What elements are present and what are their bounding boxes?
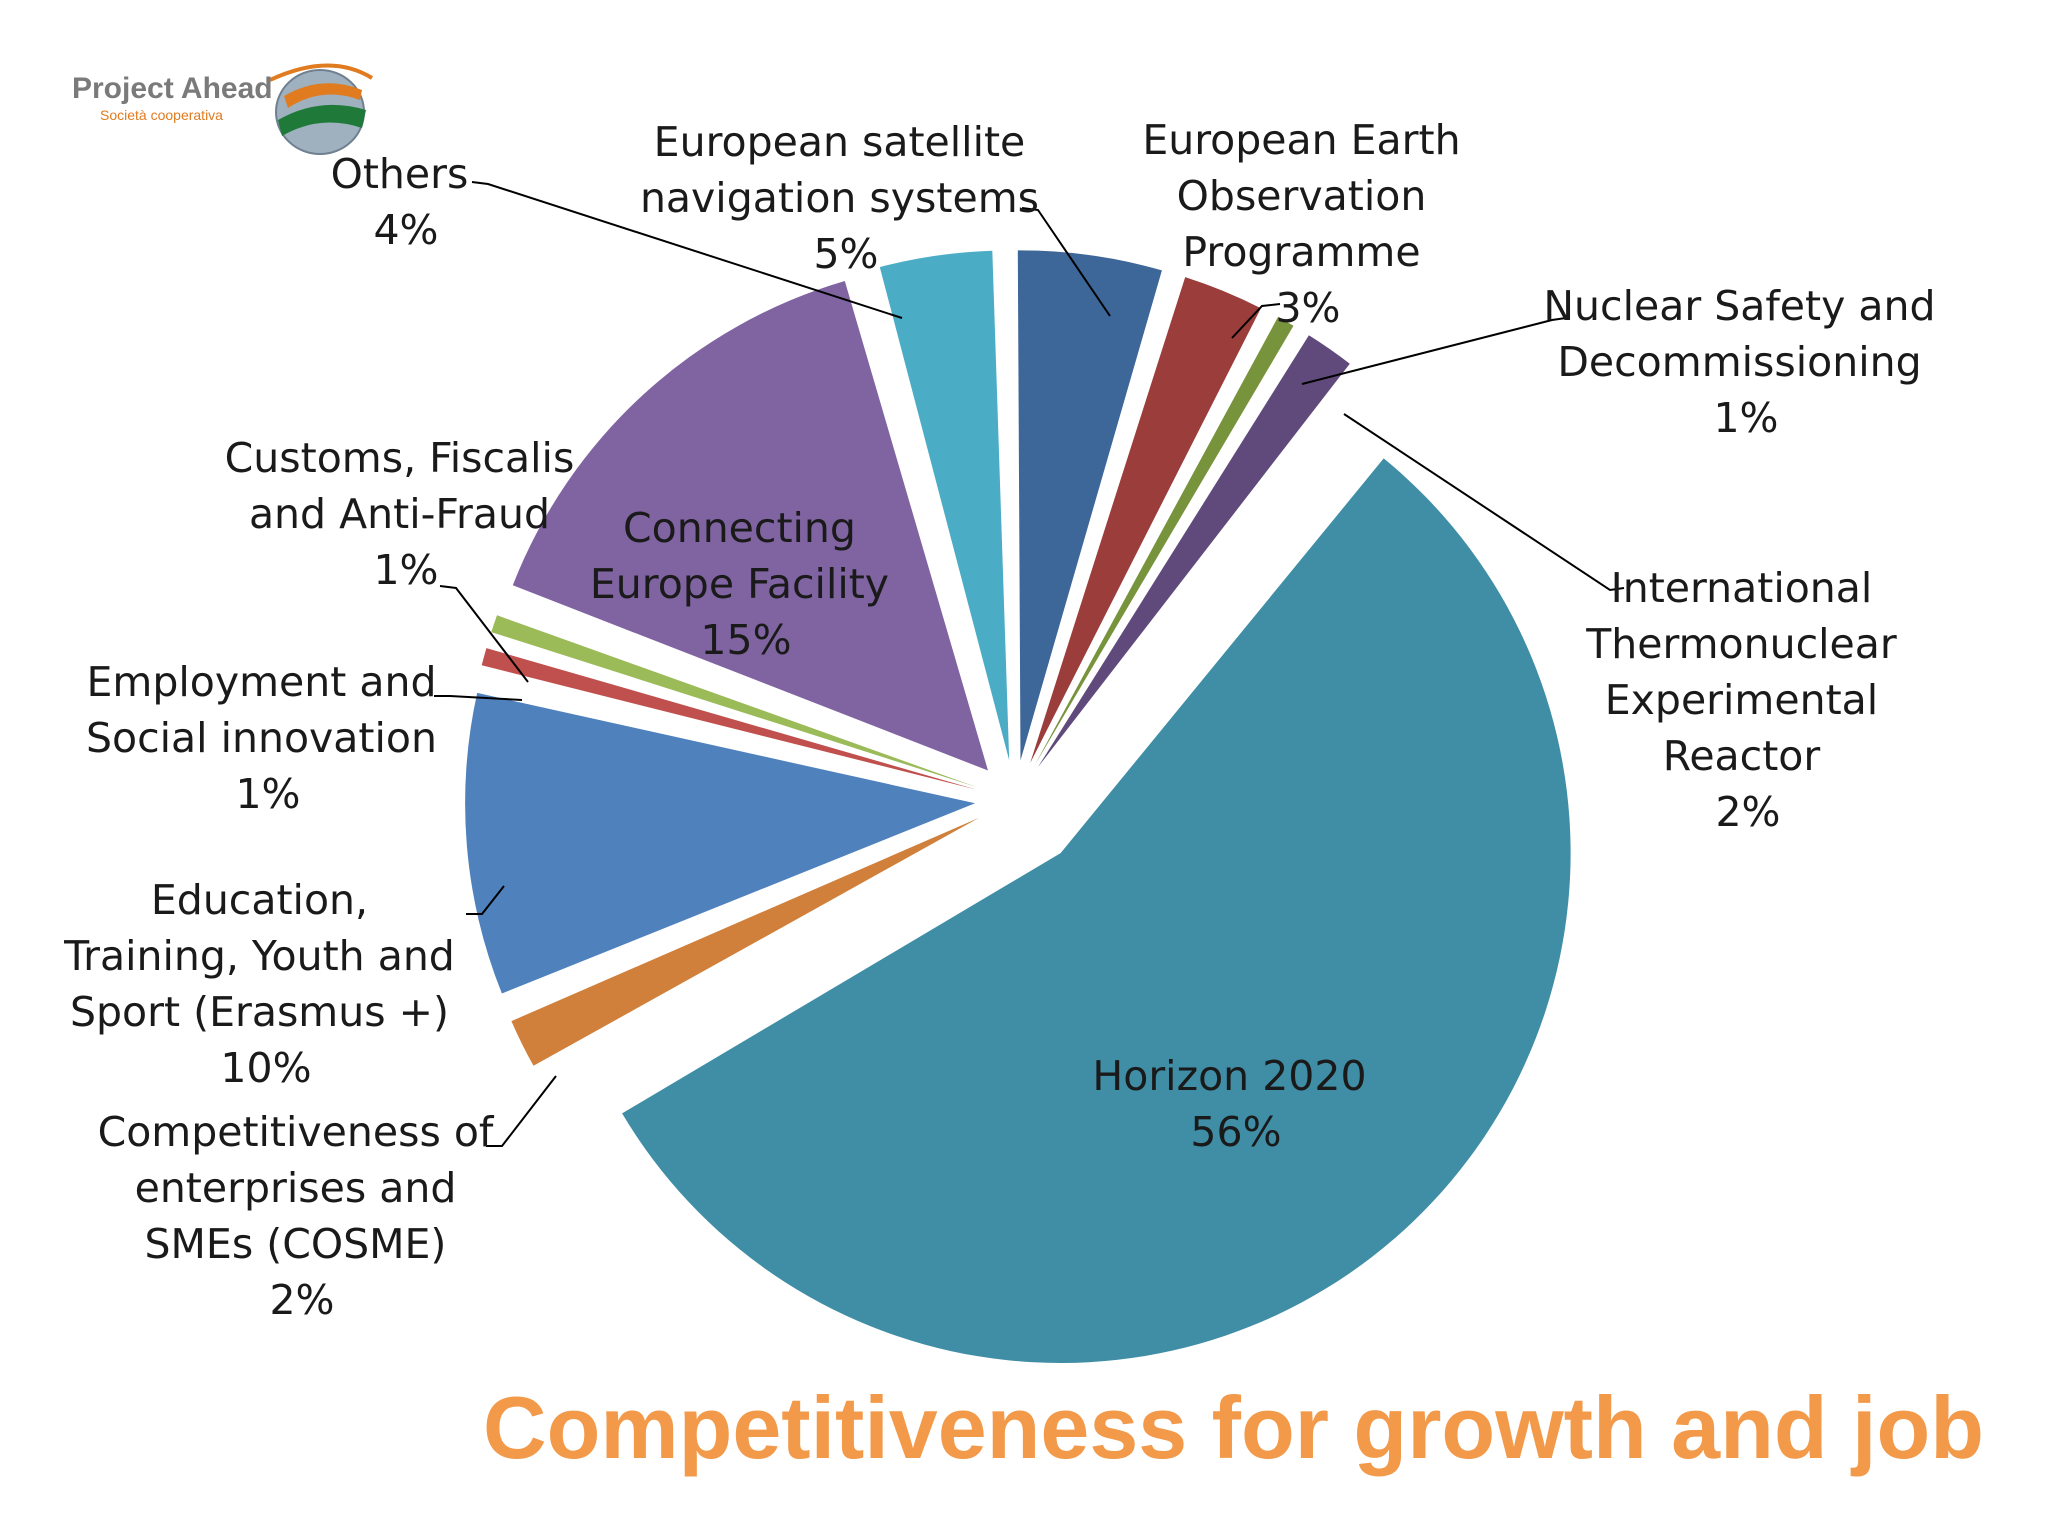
label-education: Education, Training, Youth and Sport (Er… — [63, 876, 468, 1092]
pie-slice-european-earth-observation-programme — [1030, 277, 1261, 763]
leader-line-others — [471, 181, 903, 319]
label-cosme: Competitiveness of enterprises and SMEs … — [98, 1108, 507, 1324]
label-employment: Employment and Social innovation 1% — [86, 658, 450, 818]
label-horizon-2020: Horizon 2020 56% — [1092, 1052, 1379, 1156]
pie-slice-nuclear-safety-and-decommissioning — [1034, 317, 1294, 766]
pie-slice-competitiveness-of-enterprises-and-smes-cosme — [511, 817, 980, 1066]
leader-line-employment — [434, 695, 523, 701]
label-earth-observation: European Earth Observation Programme 3% — [1142, 116, 1473, 332]
pie-slice-european-satellite-navigation-systems — [1017, 250, 1162, 761]
slice-labels: Others 4% European satellite navigation … — [63, 116, 1948, 1324]
label-others: Others 4% — [331, 150, 482, 254]
slide-title: Competitiveness for growth and job — [483, 1378, 1984, 1477]
globe-icon — [269, 63, 374, 155]
leader-line-satellite — [1021, 207, 1111, 317]
leader-line-earth-observation — [1231, 303, 1281, 339]
pie-slice-connecting-europe-facility — [512, 281, 988, 771]
leader-lines — [434, 181, 1625, 1147]
label-connecting-europe: Connecting Europe Facility 15% — [590, 504, 902, 664]
label-customs: Customs, Fiscalis and Anti-Fraud 1% — [225, 434, 588, 594]
pie-slice-customs-fiscalis-and-anti-fraud — [491, 615, 978, 788]
pie-slice-education-training-youth-and-sport-erasmus — [465, 692, 976, 994]
leader-line-cosme — [486, 1075, 557, 1147]
pie-slice-horizon-2020 — [622, 458, 1571, 1364]
leader-line-education — [466, 885, 505, 915]
logo: Project Ahead Società cooperativa — [72, 63, 374, 155]
logo-name: Project Ahead — [72, 72, 273, 105]
pie-slice-employment-and-social-innovation — [481, 648, 977, 790]
pie-slice-others — [879, 250, 1010, 761]
logo-subtitle: Società cooperativa — [100, 107, 223, 123]
pie-slice-international-thermonuclear-experimental-reactor — [1037, 335, 1350, 768]
label-iter: International Thermonuclear Experimental… — [1585, 564, 1910, 836]
pie-slices — [465, 250, 1571, 1364]
leader-line-customs — [439, 585, 529, 683]
leader-line-nuclear-safety — [1301, 317, 1567, 385]
leader-line-iter — [1343, 413, 1625, 592]
label-nuclear-safety: Nuclear Safety and Decommissioning 1% — [1543, 282, 1948, 442]
label-satellite: European satellite navigation systems 5% — [640, 118, 1052, 278]
